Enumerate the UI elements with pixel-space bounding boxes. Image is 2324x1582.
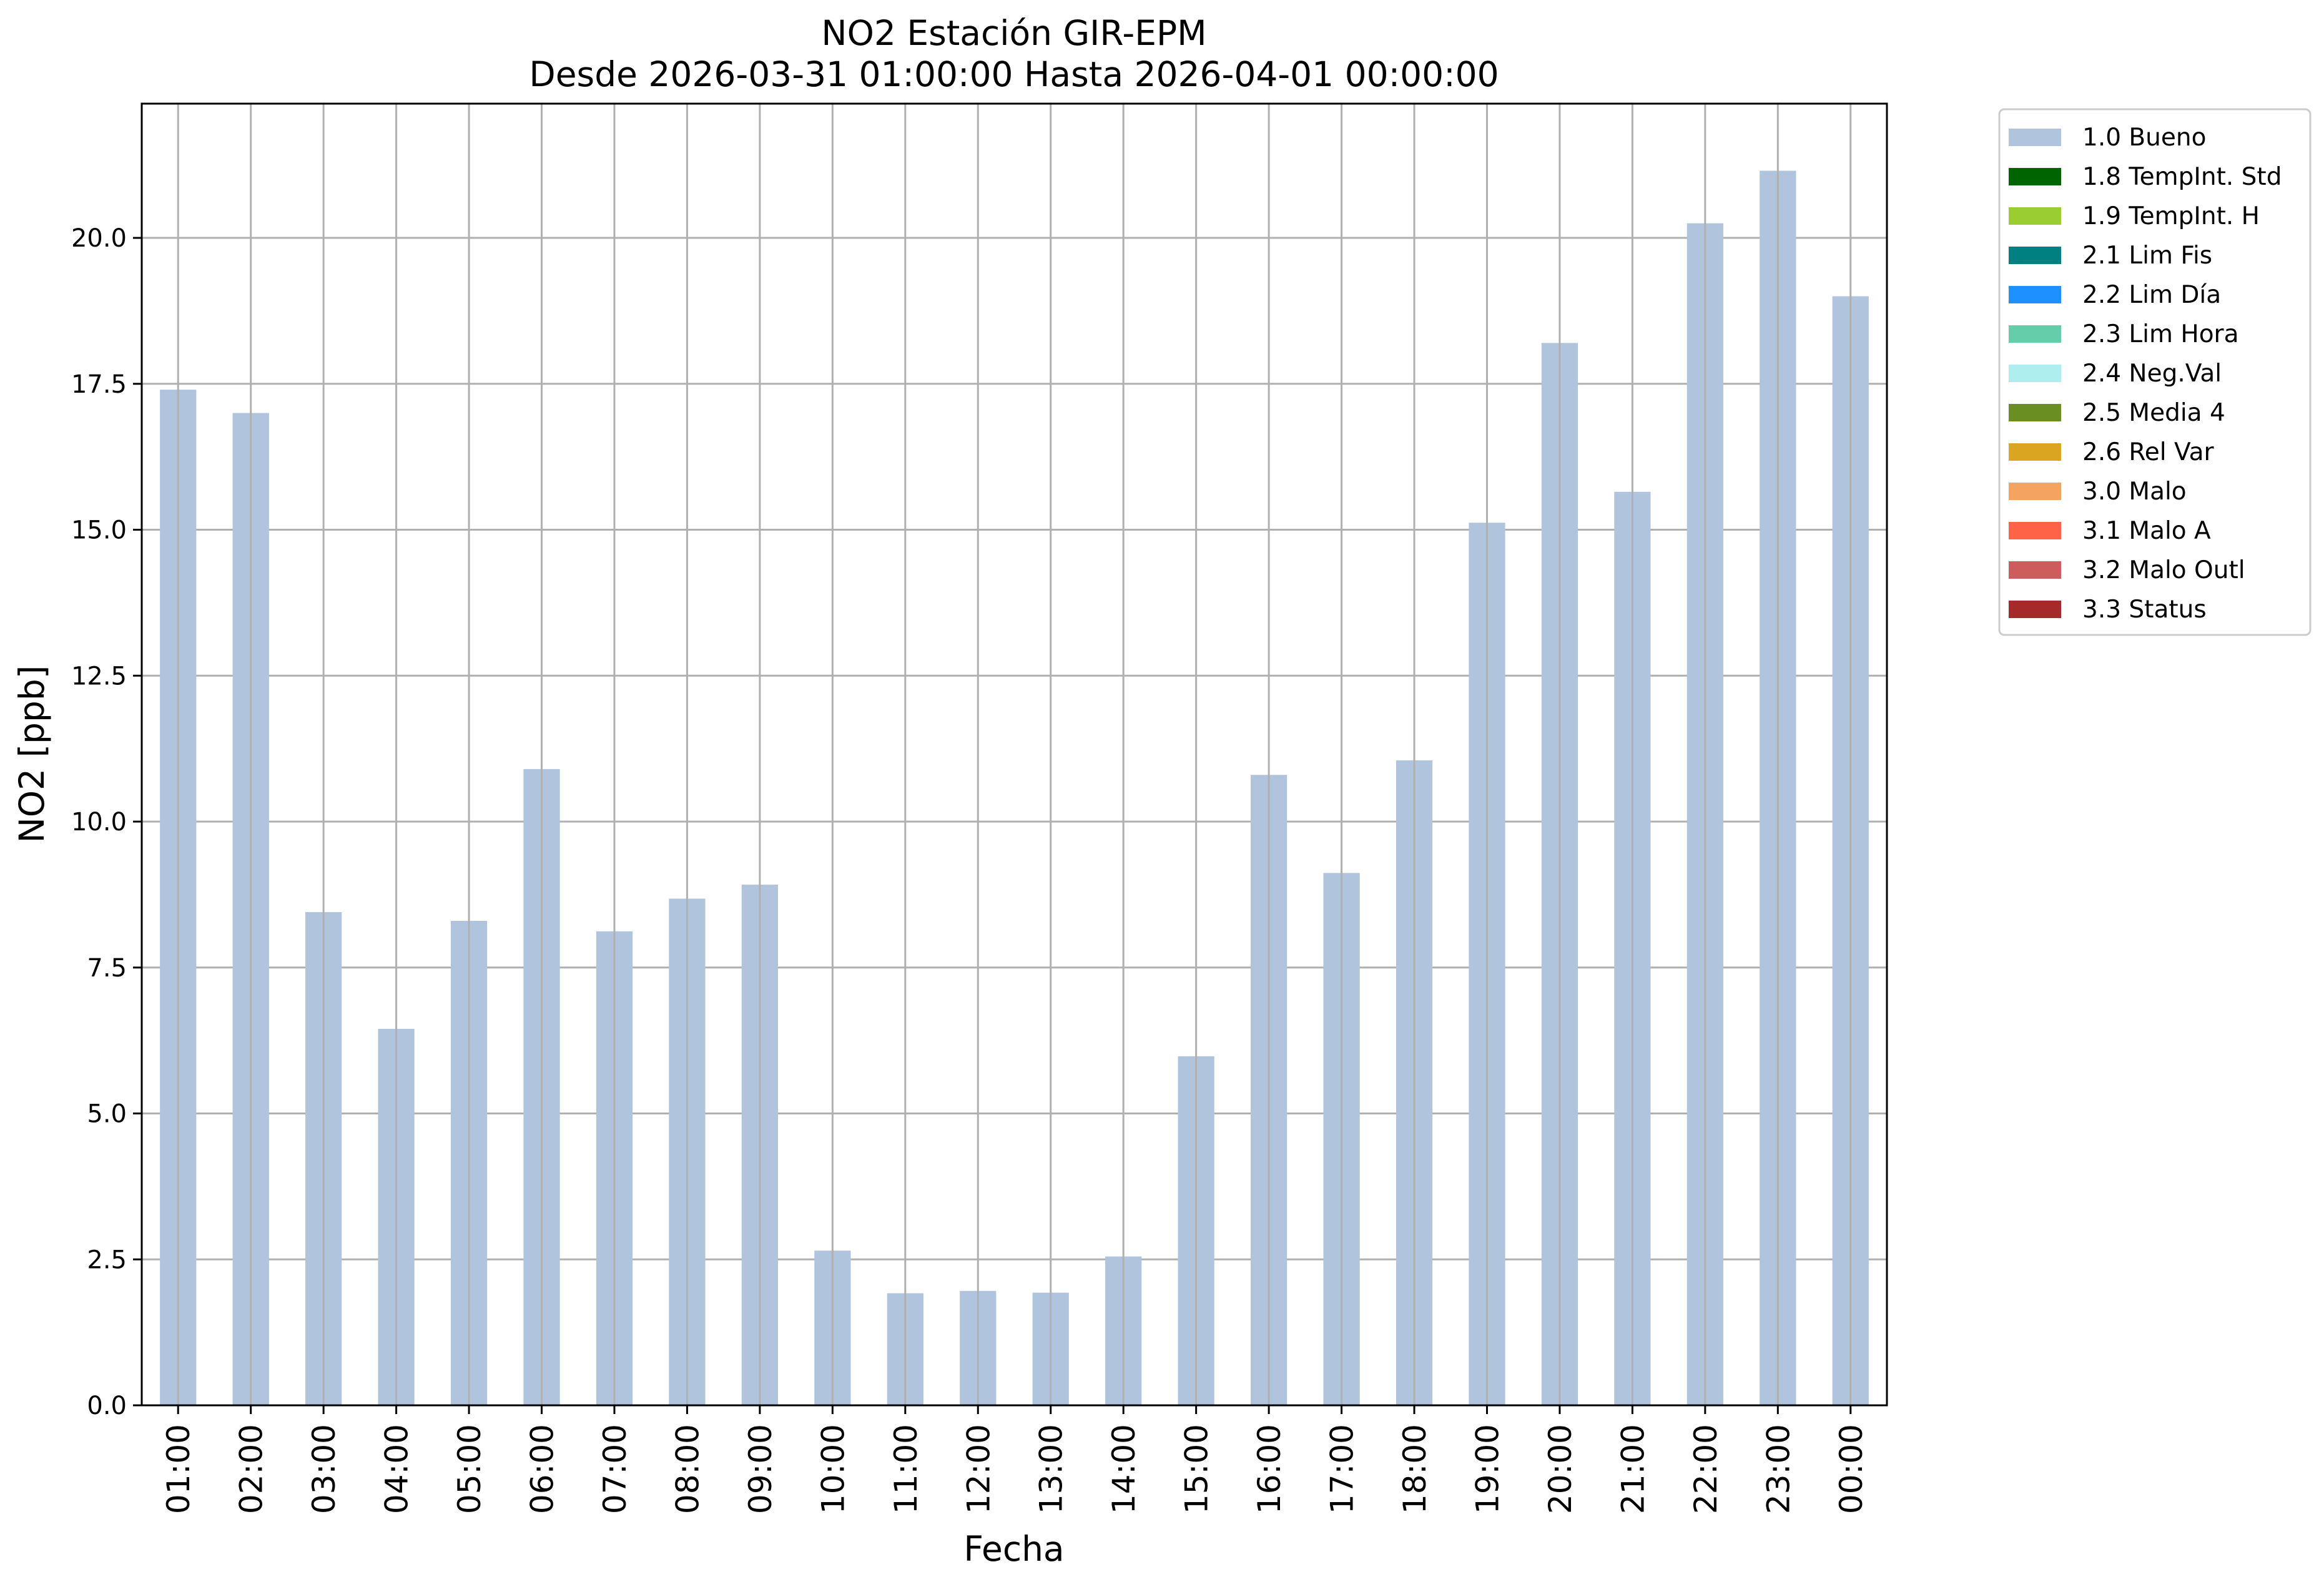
legend-swatch — [2009, 601, 2061, 618]
x-tick-label: 19:00 — [1469, 1424, 1505, 1514]
legend-swatch — [2009, 561, 2061, 579]
legend-entry: 2.3 Lim Hora — [2082, 320, 2239, 348]
y-tick-label: 2.5 — [87, 1245, 127, 1274]
y-tick-label: 20.0 — [71, 224, 127, 253]
chart-title: NO2 Estación GIR-EPM — [821, 13, 1206, 53]
x-tick-label: 16:00 — [1251, 1424, 1288, 1514]
x-tick-label: 12:00 — [960, 1424, 997, 1514]
legend-entry: 3.3 Status — [2082, 596, 2207, 624]
y-tick-label: 12.5 — [71, 662, 127, 690]
x-tick-label: 17:00 — [1324, 1424, 1361, 1514]
x-tick-label: 09:00 — [742, 1424, 779, 1514]
legend-entry: 3.0 Malo — [2082, 478, 2187, 506]
x-axis-ticks: 01:00 02:00 03:00 04:00 05:00 06:00 07:00 08:00… — [160, 1405, 1869, 1514]
x-tick-label: 10:00 — [815, 1424, 851, 1514]
y-tick-label: 15.0 — [71, 516, 127, 545]
legend-entry: 3.2 Malo Outl — [2082, 556, 2245, 584]
legend-entry: 1.9 TempInt. H — [2082, 202, 2260, 230]
legend-entry: 2.4 Neg.Val — [2082, 360, 2222, 388]
y-tick-label: 0.0 — [87, 1392, 127, 1420]
y-tick-label: 7.5 — [87, 954, 127, 983]
y-tick-label: 10.0 — [71, 808, 127, 837]
chart-subtitle: Desde 2026-03-31 01:00:00 Hasta 2026-04-… — [529, 54, 1499, 94]
x-axis-label: Fecha — [963, 1529, 1064, 1569]
x-tick-label: 21:00 — [1615, 1424, 1651, 1514]
y-axis-ticks: 0.0 2.5 5.0 7.5 10.0 12.5 15.0 17.5 20.0 — [71, 224, 142, 1420]
x-tick-label: 15:00 — [1179, 1424, 1215, 1514]
legend-entry: 2.6 Rel Var — [2082, 438, 2215, 466]
legend-swatch — [2009, 168, 2061, 185]
x-tick-label: 18:00 — [1397, 1424, 1433, 1514]
x-tick-label: 06:00 — [524, 1424, 561, 1514]
legend-swatch — [2009, 247, 2061, 264]
x-tick-label: 20:00 — [1542, 1424, 1578, 1514]
legend-swatch — [2009, 129, 2061, 146]
legend-swatch — [2009, 522, 2061, 539]
legend-entry: 2.1 Lim Fis — [2082, 242, 2212, 270]
legend-swatch — [2009, 483, 2061, 500]
legend-swatch — [2009, 325, 2061, 343]
y-axis-label: NO2 [ppb] — [12, 666, 52, 843]
legend-entry: 2.2 Lim Día — [2082, 281, 2221, 309]
legend-swatch — [2009, 404, 2061, 421]
y-tick-label: 5.0 — [87, 1100, 127, 1129]
legend-entry: 1.0 Bueno — [2082, 124, 2206, 152]
x-tick-label: 11:00 — [888, 1424, 924, 1514]
x-tick-label: 14:00 — [1106, 1424, 1142, 1514]
x-tick-label: 05:00 — [451, 1424, 488, 1514]
legend-box — [1998, 108, 2312, 636]
plot-area-frame — [140, 102, 1888, 1407]
x-tick-label: 08:00 — [669, 1424, 706, 1514]
legend-swatch — [2009, 443, 2061, 461]
legend-entry: 1.8 TempInt. Std — [2082, 163, 2282, 191]
legend-entry: 2.5 Media 4 — [2082, 399, 2225, 427]
x-tick-label: 07:00 — [597, 1424, 633, 1514]
x-tick-label: 22:00 — [1688, 1424, 1724, 1514]
vertical-grid-lines — [177, 104, 1852, 1405]
y-tick-label: 17.5 — [71, 370, 127, 399]
legend: 1.0 Bueno 1.8 TempInt. Std 1.9 TempInt. H 2… — [1998, 108, 2312, 636]
x-tick-label: 04:00 — [379, 1424, 415, 1514]
x-tick-label: 00:00 — [1833, 1424, 1869, 1514]
legend-swatch — [2009, 365, 2061, 382]
x-tick-label: 02:00 — [234, 1424, 270, 1514]
grid-lines — [142, 237, 1887, 1407]
x-tick-label: 13:00 — [1033, 1424, 1070, 1514]
legend-swatch — [2009, 207, 2061, 225]
x-tick-label: 03:00 — [306, 1424, 342, 1514]
legend-entry: 3.1 Malo A — [2082, 517, 2211, 545]
x-tick-label: 23:00 — [1760, 1424, 1796, 1514]
legend-items: 1.0 Bueno 1.8 TempInt. Std 1.9 TempInt. H 2… — [2009, 124, 2282, 624]
bars — [160, 170, 1869, 1406]
legend-swatch — [2009, 286, 2061, 303]
x-tick-label: 01:00 — [160, 1424, 197, 1514]
